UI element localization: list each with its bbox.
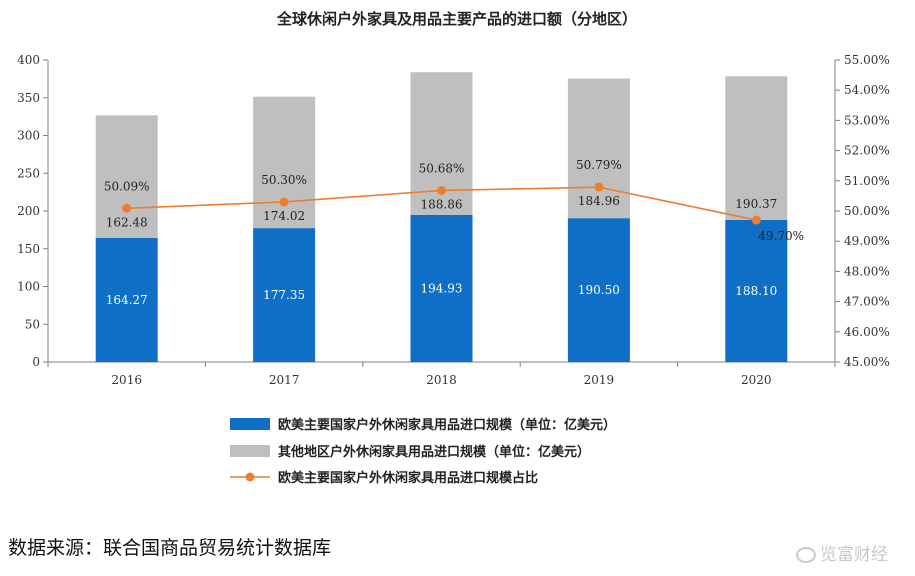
x-tick-label: 2017 (269, 373, 300, 387)
ratio-line: 50.09% 50.30% 50.68% 50.79% 49.70% (104, 158, 804, 243)
ratio-point (437, 185, 446, 195)
y-left-tick-label: 250 (17, 166, 40, 180)
y-right-tick-label: 47.00% (844, 295, 890, 309)
y-right-tick-label: 48.00% (844, 264, 890, 278)
chart: 全球休闲户外家具及用品主要产品的进口额（分地区） 0 50 100 150 200 250… (17, 10, 890, 486)
data-label-other-regions: 188.86 (421, 197, 463, 211)
y-left-tick-label: 150 (17, 242, 40, 256)
data-label-other-regions: 162.48 (106, 215, 148, 229)
y-left-tick-label: 0 (32, 355, 40, 369)
legend-swatch-ratio-marker (245, 472, 255, 482)
data-label-other-regions: 190.37 (735, 197, 777, 211)
chart-title: 全球休闲户外家具及用品主要产品的进口额（分地区） (276, 10, 637, 28)
watermark-text: 览富财经 (820, 545, 888, 565)
y-left-tick-label: 100 (17, 280, 40, 294)
data-label-europe-america: 177.35 (263, 288, 305, 302)
bar-europe-america (253, 228, 316, 362)
ratio-point (279, 197, 289, 207)
data-label-ratio: 50.79% (576, 158, 622, 172)
legend: 欧美主要国家户外休闲家具用品进口规模（单位：亿美元） 其他地区户外休闲家具用品进口… (230, 417, 616, 486)
watermark: 览富财经 (796, 540, 888, 565)
legend-label: 欧美主要国家户外休闲家具用品进口规模占比 (278, 470, 538, 486)
x-tick-label: 2018 (426, 373, 457, 387)
x-tick-label: 2016 (111, 373, 142, 387)
y-left-tick-label: 400 (17, 53, 40, 67)
data-label-ratio: 50.68% (419, 161, 465, 175)
bars: 164.27 177.35 194.93 190.50 188.10 162.48 174.… (95, 72, 788, 362)
data-label-europe-america: 194.93 (421, 281, 463, 295)
legend-swatch-europe-america (230, 418, 270, 430)
bar-other-regions (725, 76, 788, 220)
bar-europe-america (725, 219, 788, 362)
y-right-tick-label: 52.00% (844, 144, 890, 158)
y-right-tick-label: 50.00% (844, 204, 890, 218)
x-tick-label: 2020 (741, 373, 772, 387)
ratio-point (122, 203, 132, 213)
bar-other-regions (95, 115, 158, 238)
y-right-tick-label: 53.00% (844, 113, 890, 127)
y-right-tick-label: 49.00% (844, 234, 890, 248)
data-label-europe-america: 188.10 (735, 284, 777, 298)
legend-swatch-other-regions (230, 445, 270, 457)
y-left-tick-label: 200 (17, 204, 40, 218)
y-right-tick-label: 54.00% (844, 83, 890, 97)
y-left-tick-label: 50 (25, 317, 40, 331)
y-right-tick-label: 55.00% (844, 53, 890, 67)
y-right-tick-label: 51.00% (844, 174, 890, 188)
bar-other-regions (567, 78, 630, 219)
data-label-europe-america: 164.27 (106, 293, 148, 307)
axes: 0 50 100 150 200 250 300 350 400 45.00% 46.00% 47.0… (17, 53, 890, 387)
bar-europe-america (410, 214, 473, 362)
data-label-other-regions: 174.02 (263, 209, 305, 223)
y-left-tick-label: 300 (17, 129, 40, 143)
weibo-logo-icon (796, 547, 816, 563)
data-label-other-regions: 184.96 (578, 194, 620, 208)
legend-label: 欧美主要国家户外休闲家具用品进口规模（单位：亿美元） (278, 417, 616, 433)
y-right-tick-label: 45.00% (844, 355, 890, 369)
legend-label: 其他地区户外休闲家具用品进口规模（单位：亿美元） (278, 444, 590, 460)
y-right-tick-label: 46.00% (844, 325, 890, 339)
data-label-ratio: 49.70% (758, 229, 804, 243)
y-left-tick-label: 350 (17, 91, 40, 105)
x-tick-label: 2019 (584, 373, 615, 387)
data-label-europe-america: 190.50 (578, 283, 620, 297)
data-label-ratio: 50.30% (261, 173, 307, 187)
bar-europe-america (567, 218, 630, 362)
ratio-point (751, 215, 761, 225)
data-source: 数据来源：联合国商品贸易统计数据库 (8, 537, 332, 559)
data-label-ratio: 50.09% (104, 179, 150, 193)
ratio-point (594, 182, 604, 192)
bar-europe-america (95, 237, 158, 362)
